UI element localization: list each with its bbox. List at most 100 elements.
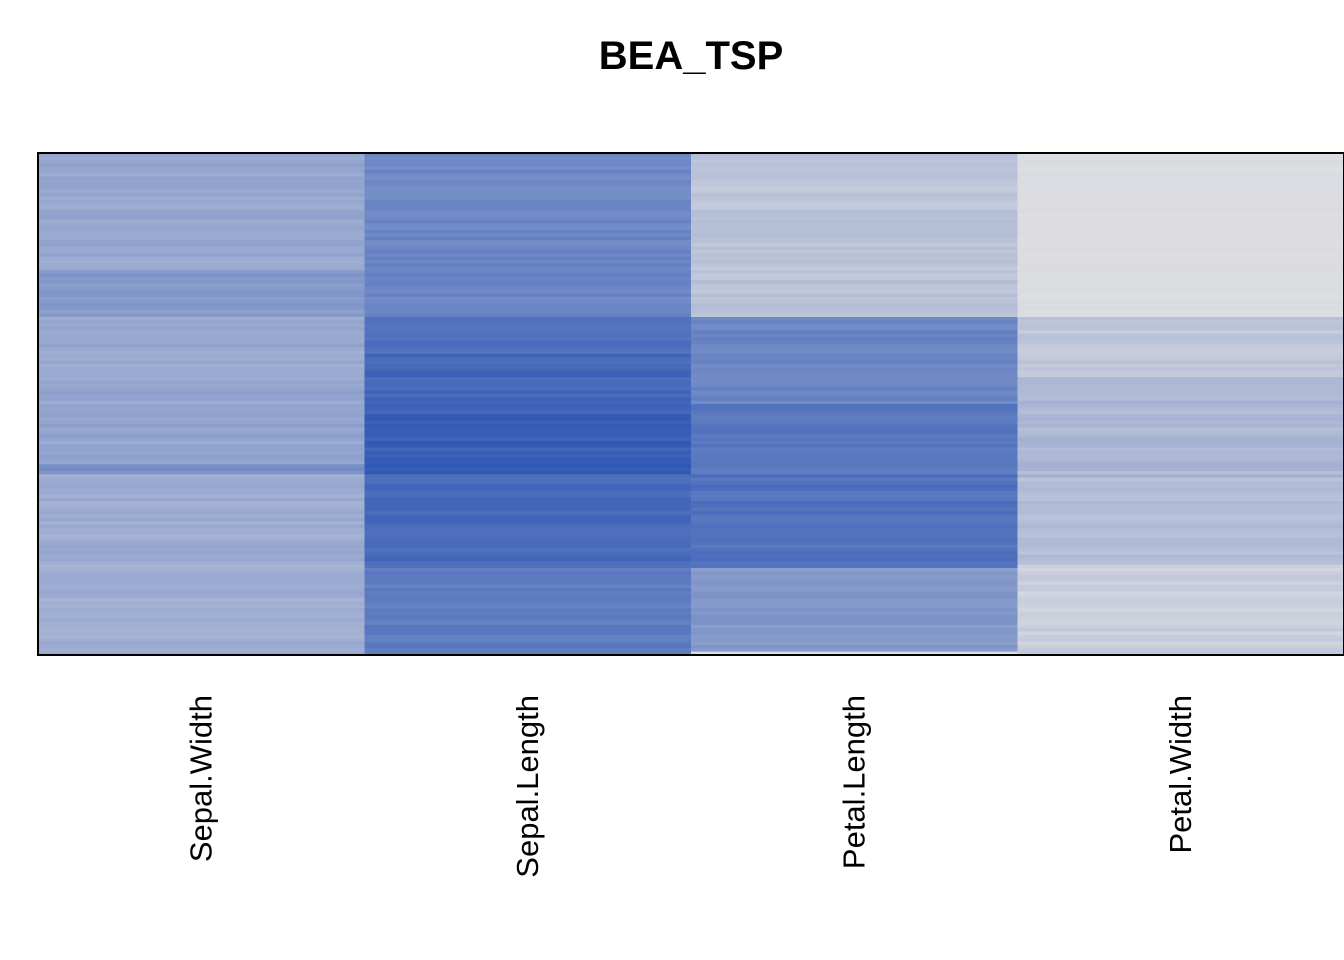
heatmap-cell: [1017, 514, 1344, 519]
heatmap-cell: [691, 608, 1019, 613]
heatmap-cell: [364, 424, 692, 429]
heatmap-cell: [38, 199, 366, 204]
heatmap-cell: [364, 594, 692, 599]
heatmap-cell: [1017, 594, 1344, 599]
heatmap-cell: [364, 584, 692, 589]
heatmap-cell: [691, 430, 1019, 435]
heatmap-cell: [691, 206, 1019, 211]
heatmap-cell: [364, 300, 692, 305]
heatmap-cell: [38, 494, 366, 499]
heatmap-cell: [691, 337, 1019, 342]
heatmap-cell: [1017, 547, 1344, 552]
heatmap-cell: [364, 407, 692, 412]
heatmap-cell: [364, 243, 692, 248]
heatmap-cell: [38, 233, 366, 238]
heatmap-cell: [1017, 270, 1344, 275]
heatmap-cell: [364, 434, 692, 439]
heatmap-cell: [38, 213, 366, 218]
heatmap-cell: [1017, 370, 1344, 375]
heatmap-cell: [38, 273, 366, 278]
heatmap-cell: [364, 400, 692, 405]
heatmap-cell: [364, 316, 692, 321]
heatmap-cell: [38, 430, 366, 435]
heatmap-cell: [691, 494, 1019, 499]
heatmap-cell: [1017, 487, 1344, 492]
heatmap-cell: [1017, 491, 1344, 495]
heatmap-cell: [364, 624, 692, 629]
heatmap-cell: [364, 644, 692, 649]
heatmap-cell: [364, 517, 692, 522]
heatmap-cell: [38, 410, 366, 415]
heatmap-cell: [691, 233, 1019, 238]
heatmap-cell: [38, 644, 366, 649]
heatmap-cell: [1017, 534, 1344, 539]
heatmap-cell: [1017, 598, 1344, 603]
heatmap-cell: [691, 511, 1019, 516]
heatmap-cell: [691, 296, 1019, 301]
heatmap-cell: [1017, 196, 1344, 201]
heatmap-cell: [691, 427, 1019, 432]
heatmap-cell: [364, 216, 692, 221]
heatmap-cell: [38, 417, 366, 422]
heatmap-cell: [38, 517, 366, 522]
heatmap-cell: [364, 410, 692, 415]
heatmap-cell: [1017, 554, 1344, 559]
heatmap-cell: [38, 313, 366, 318]
heatmap-cell: [38, 437, 366, 442]
heatmap-cell: [691, 199, 1019, 204]
heatmap-cell: [364, 333, 692, 338]
heatmap-cell: [364, 377, 692, 382]
heatmap-cell: [1017, 517, 1344, 522]
heatmap-cell: [691, 564, 1019, 569]
heatmap-cell: [691, 460, 1019, 465]
heatmap-cell: [38, 343, 366, 348]
heatmap-cell: [1017, 266, 1344, 271]
heatmap-cell: [38, 514, 366, 519]
heatmap-cell: [364, 527, 692, 532]
heatmap-cell: [38, 504, 366, 509]
heatmap-cell: [1017, 464, 1344, 469]
heatmap-cell: [691, 464, 1019, 469]
heatmap-cell: [1017, 357, 1344, 362]
heatmap-cell: [364, 370, 692, 375]
heatmap-cell: [364, 601, 692, 606]
heatmap-cell: [1017, 561, 1344, 566]
heatmap-cell: [1017, 564, 1344, 569]
heatmap-cell: [38, 256, 366, 261]
heatmap-cell: [1017, 474, 1344, 479]
heatmap-cell: [691, 256, 1019, 261]
heatmap-cell: [691, 561, 1019, 566]
heatmap-cell: [38, 383, 366, 388]
heatmap-cell: [1017, 537, 1344, 542]
heatmap-cell: [364, 440, 692, 445]
heatmap-cell: [364, 280, 692, 285]
heatmap-cell: [38, 290, 366, 295]
heatmap-cell: [1017, 557, 1344, 562]
heatmap-cell: [1017, 327, 1344, 331]
heatmap-cell: [38, 193, 366, 198]
heatmap-cell: [691, 571, 1019, 576]
heatmap-cell: [1017, 467, 1344, 472]
heatmap-cell: [691, 624, 1019, 629]
heatmap-cell: [364, 263, 692, 268]
heatmap-cell: [38, 166, 366, 171]
heatmap-cell: [38, 460, 366, 465]
heatmap-cell: [691, 209, 1019, 214]
heatmap-cell: [38, 444, 366, 449]
heatmap-cell: [38, 648, 366, 653]
heatmap-cell: [364, 591, 692, 596]
heatmap-cell: [364, 283, 692, 288]
heatmap-cell: [691, 527, 1019, 532]
heatmap-cell: [38, 189, 366, 194]
heatmap-cell: [364, 507, 692, 512]
heatmap-cell: [691, 604, 1019, 609]
heatmap-cell: [1017, 290, 1344, 295]
heatmap-cell: [364, 357, 692, 362]
heatmap-cell: [1017, 186, 1344, 191]
heatmap-cell: [1017, 229, 1344, 234]
chart-title: BEA_TSP: [598, 34, 784, 78]
heatmap-cell: [364, 574, 692, 579]
heatmap-cell: [38, 219, 366, 224]
heatmap-cell: [364, 427, 692, 432]
heatmap-cell: [1017, 333, 1344, 338]
